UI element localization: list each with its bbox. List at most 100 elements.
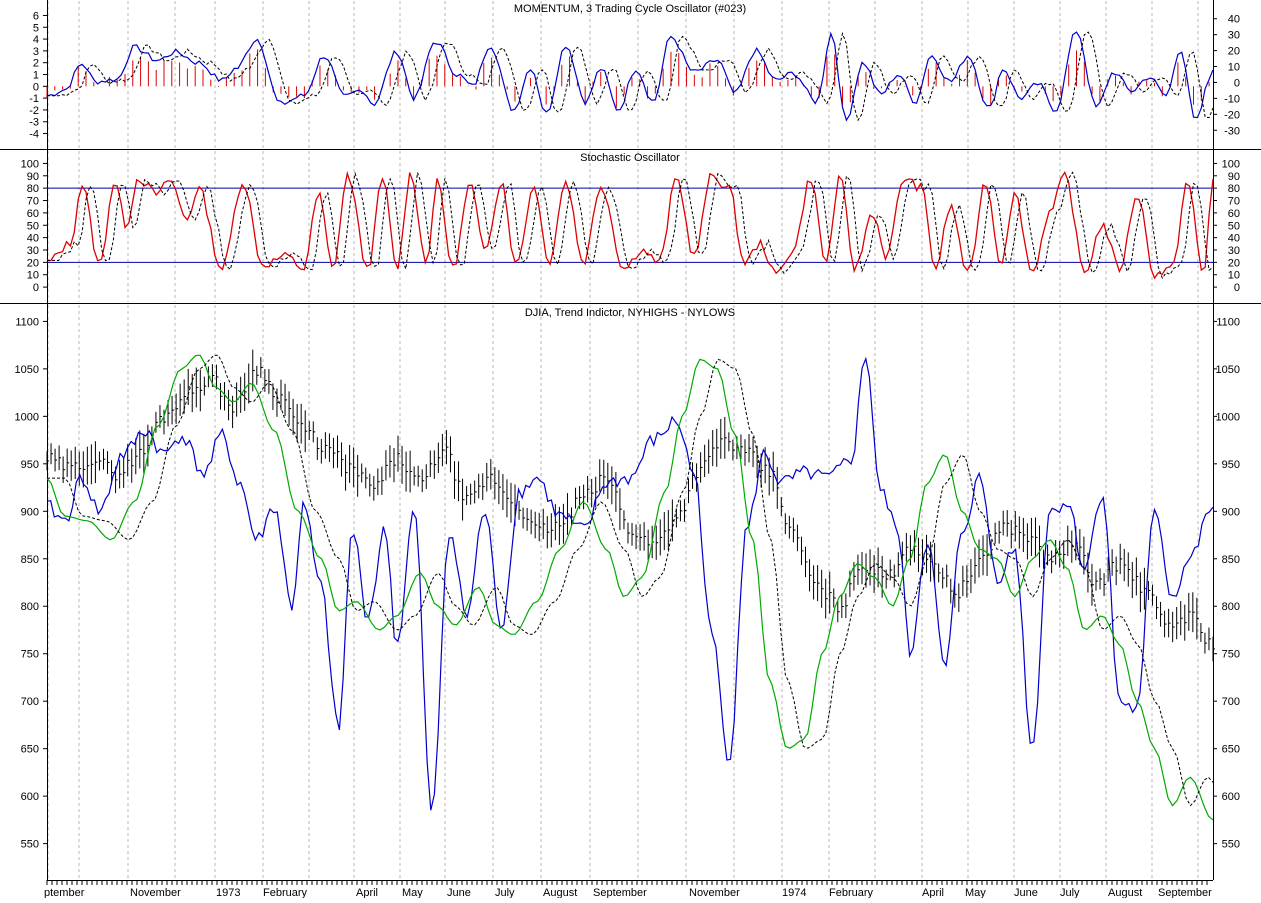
left-tick-label-2-9: 650 — [21, 744, 39, 756]
right-tick-label-0-6: -20 — [1224, 109, 1240, 121]
right-tick-label-0-2: 20 — [1228, 46, 1240, 58]
right-tick-label-2-5: 850 — [1222, 554, 1240, 566]
series-layer — [46, 31, 1215, 821]
x-axis-label-0: ptember — [44, 887, 85, 898]
grid-layer — [47, 1, 1199, 879]
stochastic-signal-line — [47, 171, 1214, 280]
right-tick-label-0-1: 30 — [1228, 30, 1240, 42]
x-axis-label-7: July — [495, 887, 515, 898]
right-tick-label-2-11: 550 — [1222, 839, 1240, 851]
left-tick-label-1-2: 80 — [27, 183, 39, 195]
left-tick-label-2-1: 1050 — [15, 364, 39, 376]
x-axis-label-3: February — [263, 887, 308, 898]
right-tick-label-2-7: 750 — [1222, 649, 1240, 661]
left-tick-label-1-7: 30 — [27, 245, 39, 257]
x-axis-label-2: 1973 — [216, 887, 240, 898]
djia-panel-title: DJIA, Trend Indictor, NYHIGHS - NYLOWS — [525, 307, 735, 319]
momentum-signal-line — [47, 31, 1214, 122]
left-tick-label-0-6: 0 — [33, 81, 39, 93]
x-axis-label-1: November — [130, 887, 181, 898]
right-tick-label-1-7: 30 — [1228, 245, 1240, 257]
left-tick-label-0-9: -3 — [29, 117, 39, 129]
x-axis-label-10: November — [689, 887, 740, 898]
left-tick-label-2-6: 800 — [21, 601, 39, 613]
left-tick-label-0-7: -1 — [29, 93, 39, 105]
right-tick-label-1-5: 50 — [1228, 220, 1240, 232]
left-tick-label-0-8: -2 — [29, 105, 39, 117]
nyhighs-nylows-line — [46, 356, 1214, 811]
right-tick-label-2-6: 800 — [1222, 601, 1240, 613]
left-tick-label-0-1: 5 — [33, 22, 39, 34]
left-tick-label-2-0: 1100 — [15, 316, 39, 328]
left-tick-label-2-7: 750 — [21, 649, 39, 661]
left-tick-label-2-4: 900 — [21, 506, 39, 518]
x-axis-label-8: August — [543, 887, 577, 898]
right-tick-label-0-7: -30 — [1224, 125, 1240, 137]
right-tick-label-2-0: 1100 — [1216, 316, 1240, 328]
x-axis-label-16: July — [1060, 887, 1080, 898]
right-tick-label-1-1: 90 — [1228, 171, 1240, 183]
left-tick-label-0-0: 6 — [33, 10, 39, 22]
left-tick-label-1-1: 90 — [27, 171, 39, 183]
right-tick-label-1-10: 0 — [1234, 282, 1240, 294]
left-tick-label-1-4: 60 — [27, 208, 39, 220]
x-axis-label-5: May — [402, 887, 423, 898]
x-axis-label-17: August — [1108, 887, 1142, 898]
panel-frames — [0, 0, 1261, 881]
trend-signal-line — [47, 354, 1214, 807]
right-tick-label-1-3: 70 — [1228, 196, 1240, 208]
stochastic-panel-title: Stochastic Oscillator — [580, 152, 680, 164]
x-axis-label-9: September — [593, 887, 647, 898]
left-tick-label-2-3: 950 — [21, 459, 39, 471]
right-tick-label-2-10: 600 — [1222, 791, 1240, 803]
x-axis-label-12: February — [829, 887, 874, 898]
left-tick-label-1-5: 50 — [27, 220, 39, 232]
left-tick-label-0-4: 2 — [33, 58, 39, 70]
left-tick-label-1-10: 0 — [33, 282, 39, 294]
right-tick-label-1-8: 20 — [1228, 257, 1240, 269]
right-tick-label-2-1: 1050 — [1216, 364, 1240, 376]
right-tick-label-0-4: 0 — [1234, 77, 1240, 89]
x-axis-label-11: 1974 — [782, 887, 806, 898]
left-tick-label-1-3: 70 — [27, 196, 39, 208]
left-tick-label-1-0: 100 — [21, 158, 39, 170]
x-axis-label-6: June — [447, 887, 471, 898]
right-tick-label-2-8: 700 — [1222, 696, 1240, 708]
left-tick-label-1-6: 40 — [27, 233, 39, 245]
left-tick-label-0-10: -4 — [29, 129, 39, 141]
x-axis-label-15: June — [1014, 887, 1038, 898]
x-axis-label-14: May — [965, 887, 986, 898]
left-tick-label-2-5: 850 — [21, 554, 39, 566]
right-tick-label-1-4: 60 — [1228, 208, 1240, 220]
x-axis-label-18: September — [1158, 887, 1212, 898]
right-tick-label-1-2: 80 — [1228, 183, 1240, 195]
stochastic-line — [46, 170, 1214, 280]
right-tick-label-2-2: 1000 — [1216, 411, 1240, 423]
left-tick-label-1-8: 20 — [27, 257, 39, 269]
left-tick-label-0-2: 4 — [33, 34, 39, 46]
right-tick-label-1-9: 10 — [1228, 270, 1240, 282]
momentum-panel-title: MOMENTUM, 3 Trading Cycle Oscillator (#0… — [514, 3, 746, 15]
right-tick-label-1-0: 100 — [1222, 158, 1240, 170]
right-tick-label-0-0: 40 — [1228, 14, 1240, 26]
right-tick-label-2-4: 900 — [1222, 506, 1240, 518]
x-axis-label-4: April — [356, 887, 378, 898]
right-tick-label-0-5: -10 — [1224, 93, 1240, 105]
trend-indicator-line — [46, 354, 1214, 821]
left-tick-label-2-11: 550 — [21, 839, 39, 851]
left-tick-label-2-2: 1000 — [15, 411, 39, 423]
left-tick-label-1-9: 10 — [27, 270, 39, 282]
left-tick-label-2-10: 600 — [21, 791, 39, 803]
right-tick-label-2-9: 650 — [1222, 744, 1240, 756]
right-tick-label-2-3: 950 — [1222, 459, 1240, 471]
left-tick-label-0-5: 1 — [33, 70, 39, 82]
left-tick-label-0-3: 3 — [33, 46, 39, 58]
momentum-line — [46, 31, 1214, 122]
right-tick-label-0-3: 10 — [1228, 62, 1240, 74]
right-tick-label-1-6: 40 — [1228, 233, 1240, 245]
x-axis-label-13: April — [922, 887, 944, 898]
left-tick-label-2-8: 700 — [21, 696, 39, 708]
axis-layer: 6543210-1-2-3-4403020100-10-20-301009080… — [15, 10, 1240, 899]
